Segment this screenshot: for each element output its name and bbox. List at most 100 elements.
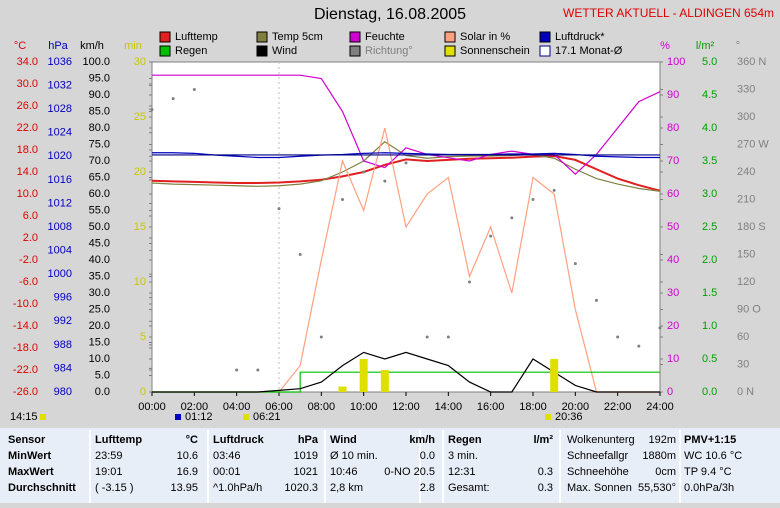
y-tick-label: 30 bbox=[667, 287, 679, 299]
x-tick-label: 12:00 bbox=[392, 401, 420, 413]
table-cell: Wind bbox=[330, 434, 357, 446]
y-tick-label: 0.0 bbox=[702, 386, 717, 398]
y-tick-label: 15.0 bbox=[89, 336, 110, 348]
y-tick-label: 360 N bbox=[737, 56, 766, 68]
y-tick-label: 5.0 bbox=[702, 56, 717, 68]
legend-label: Regen bbox=[175, 45, 207, 57]
direction-dot bbox=[595, 298, 598, 302]
table-cell: Schneefallgr bbox=[567, 450, 628, 462]
legend-label: Temp 5cm bbox=[272, 31, 323, 43]
table-cell: 10.6 bbox=[177, 450, 198, 462]
table-cell: Regen bbox=[448, 434, 482, 446]
y-tick-label: 5 bbox=[140, 331, 146, 343]
y-tick-label: 10.0 bbox=[89, 353, 110, 365]
y-tick-label: 2.0 bbox=[23, 232, 38, 244]
axis-title: l/m² bbox=[696, 40, 715, 52]
direction-dot bbox=[573, 262, 577, 266]
y-tick-label: 45.0 bbox=[89, 237, 110, 249]
y-tick-label: 2.5 bbox=[702, 221, 717, 233]
y-tick-label: 1.0 bbox=[702, 320, 717, 332]
y-tick-label: 90 O bbox=[737, 303, 761, 315]
x-tick-label: 06:00 bbox=[265, 401, 293, 413]
table-cell: PMV+1:15 bbox=[684, 434, 736, 446]
y-tick-label: 55.0 bbox=[89, 204, 110, 216]
y-tick-label: 60 bbox=[737, 331, 749, 343]
y-tick-label: 1024 bbox=[48, 127, 72, 139]
y-tick-label: 60.0 bbox=[89, 188, 110, 200]
y-tick-label: 10 bbox=[134, 276, 146, 288]
y-tick-label: 992 bbox=[54, 315, 72, 327]
time-marker bbox=[545, 414, 551, 420]
sunshine-bar bbox=[359, 359, 368, 392]
y-tick-label: 75.0 bbox=[89, 138, 110, 150]
y-tick-label: 14.0 bbox=[17, 166, 38, 178]
y-tick-label: 1028 bbox=[48, 103, 72, 115]
table-cell: MinWert bbox=[8, 450, 52, 462]
table-cell: Luftdruck bbox=[213, 434, 265, 446]
chart-title: Dienstag, 16.08.2005 bbox=[314, 6, 466, 23]
direction-dot bbox=[192, 88, 196, 91]
axis-title: ° bbox=[736, 40, 740, 52]
table-cell: 55,530° bbox=[638, 482, 676, 494]
legend-swatch bbox=[349, 45, 361, 57]
y-tick-label: 18.0 bbox=[17, 144, 38, 156]
direction-dot bbox=[171, 97, 175, 101]
table-cell: 1880m bbox=[642, 450, 676, 462]
table-cell: 00:01 bbox=[213, 466, 241, 478]
y-tick-label: 0.5 bbox=[702, 353, 717, 365]
direction-dot bbox=[616, 335, 620, 339]
table-cell: Lufttemp bbox=[95, 434, 142, 446]
sunshine-bar bbox=[380, 370, 389, 392]
y-tick-label: -26.0 bbox=[13, 386, 38, 398]
table-cell: 0.3 bbox=[538, 482, 553, 494]
direction-dot bbox=[425, 335, 429, 339]
y-tick-label: 80.0 bbox=[89, 122, 110, 134]
y-tick-label: 80 bbox=[667, 122, 679, 134]
table-cell: WC 10.6 °C bbox=[684, 450, 742, 462]
x-tick-label: 22:00 bbox=[604, 401, 632, 413]
y-tick-label: 0.0 bbox=[95, 386, 110, 398]
y-tick-label: 40.0 bbox=[89, 254, 110, 266]
y-tick-label: 40 bbox=[667, 254, 679, 266]
direction-dot bbox=[658, 326, 662, 330]
table-cell: ^1.0hPa/h bbox=[213, 482, 262, 494]
y-tick-label: 270 W bbox=[737, 138, 769, 150]
legend-swatch bbox=[159, 45, 171, 57]
y-tick-label: -14.0 bbox=[13, 320, 38, 332]
table-cell: 13.95 bbox=[170, 482, 198, 494]
y-tick-label: 10.0 bbox=[17, 188, 38, 200]
direction-dot bbox=[404, 161, 408, 165]
y-tick-label: 4.0 bbox=[702, 122, 717, 134]
legend-label: Sonnenschein bbox=[460, 45, 530, 57]
y-tick-label: 210 bbox=[737, 193, 755, 205]
axis-title: km/h bbox=[80, 40, 104, 52]
y-tick-label: 988 bbox=[54, 339, 72, 351]
table-cell: TP 9.4 °C bbox=[684, 466, 732, 478]
time-marker bbox=[40, 414, 46, 420]
y-tick-label: 26.0 bbox=[17, 100, 38, 112]
y-tick-label: 3.0 bbox=[702, 188, 717, 200]
chart-subtitle: WETTER AKTUELL - ALDINGEN 654m bbox=[563, 6, 774, 20]
y-tick-label: 180 S bbox=[737, 221, 766, 233]
y-tick-label: 1016 bbox=[48, 174, 72, 186]
table-cell: MaxWert bbox=[8, 466, 54, 478]
y-tick-label: 15 bbox=[134, 221, 146, 233]
legend-swatch bbox=[444, 45, 456, 57]
y-tick-label: 10 bbox=[667, 353, 679, 365]
table-cell: Sensor bbox=[8, 434, 46, 446]
y-tick-label: 0 bbox=[140, 386, 146, 398]
y-tick-label: -2.0 bbox=[19, 254, 38, 266]
y-tick-label: 60 bbox=[667, 188, 679, 200]
y-tick-label: 996 bbox=[54, 292, 72, 304]
x-tick-label: 20:00 bbox=[562, 401, 590, 413]
table-cell: hPa bbox=[298, 434, 319, 446]
x-tick-label: 16:00 bbox=[477, 401, 505, 413]
legend-label: Luftdruck* bbox=[555, 31, 605, 43]
series-line bbox=[151, 155, 661, 192]
table-cell: 1021 bbox=[294, 466, 318, 478]
legend-label: Feuchte bbox=[365, 31, 405, 43]
y-tick-label: 25 bbox=[134, 111, 146, 123]
direction-dot bbox=[341, 198, 344, 201]
time-marker bbox=[175, 414, 181, 420]
legend-swatch bbox=[539, 45, 551, 57]
